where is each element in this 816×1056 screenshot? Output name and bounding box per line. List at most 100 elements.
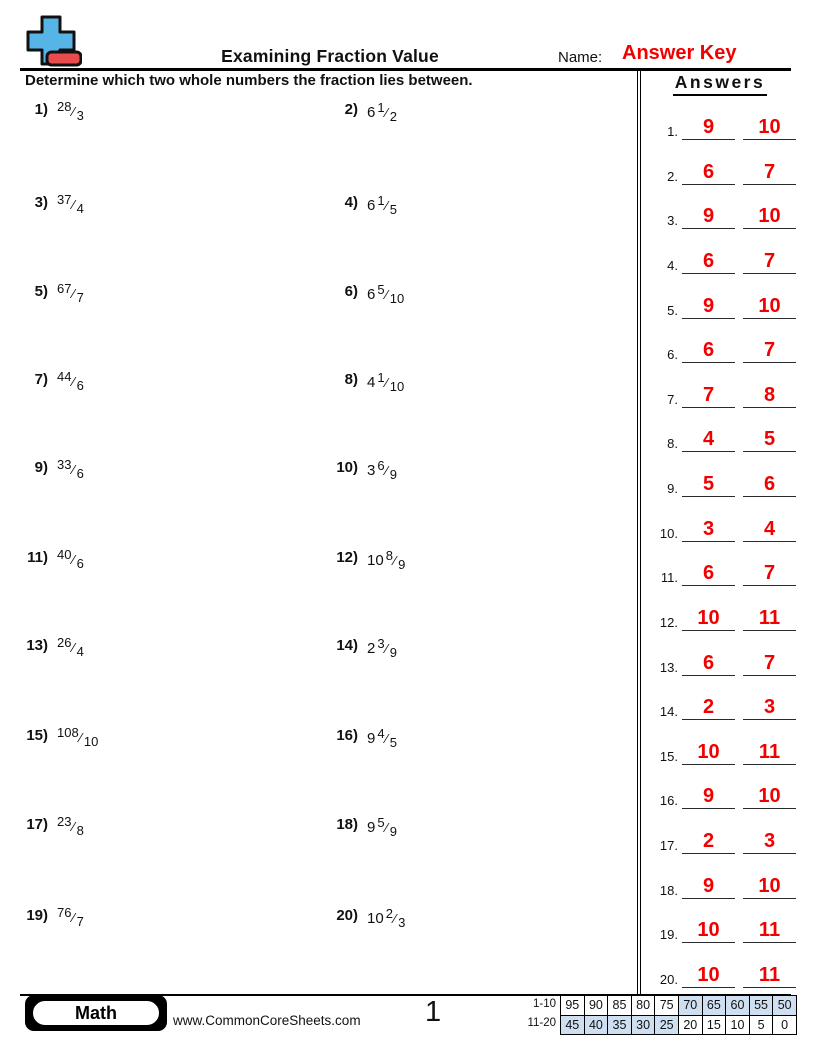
score-cell: 75 bbox=[654, 996, 678, 1015]
answer-number: 7. bbox=[667, 391, 678, 407]
answer-number: 18. bbox=[659, 882, 678, 898]
fraction-slash: ⁄ bbox=[393, 553, 397, 568]
problem-item: 18) 9 5⁄ 9 bbox=[318, 815, 397, 839]
denominator: 7 bbox=[76, 289, 84, 305]
numerator: 3 bbox=[377, 636, 385, 651]
whole-number: 10 bbox=[367, 551, 384, 569]
score-cell: 30 bbox=[630, 1015, 655, 1034]
denominator: 3 bbox=[398, 914, 406, 930]
score-cell: 85 bbox=[607, 996, 631, 1015]
name-label: Name: bbox=[558, 49, 603, 66]
denominator: 9 bbox=[389, 823, 397, 839]
score-row1-label: 1-10 bbox=[532, 998, 556, 1010]
fraction-value: 6 5⁄ 10 bbox=[367, 282, 404, 306]
answer-blank-low: 10 bbox=[682, 917, 735, 944]
numerator: 67 bbox=[57, 281, 72, 296]
problem-item: 6) 6 5⁄ 10 bbox=[318, 282, 405, 306]
whole-number: 10 bbox=[367, 909, 384, 927]
answer-number: 6. bbox=[667, 347, 678, 363]
answer-key-label: Answer Key bbox=[622, 42, 737, 64]
fraction-value: 23⁄ 8 bbox=[57, 814, 84, 838]
answer-blank-low: 9 bbox=[682, 293, 735, 319]
numerator: 108 bbox=[57, 725, 79, 740]
footer-divider-line bbox=[20, 994, 791, 996]
answer-blank-high: 7 bbox=[743, 337, 796, 364]
answer-number: 12. bbox=[659, 614, 678, 630]
whole-number: 3 bbox=[367, 461, 376, 479]
problem-item: 15) 108⁄ 10 bbox=[8, 725, 98, 749]
fraction-slash: ⁄ bbox=[385, 105, 388, 120]
answer-blank-high: 10 bbox=[743, 873, 796, 899]
denominator: 9 bbox=[389, 466, 397, 482]
denominator: 5 bbox=[389, 734, 397, 750]
fraction-slash: ⁄ bbox=[385, 463, 388, 478]
whole-number: 2 bbox=[367, 639, 376, 657]
fraction-value: 9 4⁄ 5 bbox=[367, 726, 397, 750]
score-cell: 65 bbox=[701, 996, 726, 1015]
answer-blank-low: 10 bbox=[682, 962, 735, 988]
score-cell: 10 bbox=[725, 1015, 749, 1034]
score-grid-row: 45 40 35 30 25 20 15 10 5 0 bbox=[561, 1015, 796, 1034]
numerator: 23 bbox=[57, 814, 72, 829]
fraction-value: 26⁄ 4 bbox=[57, 635, 84, 659]
score-cell: 45 bbox=[561, 1015, 584, 1034]
fraction-value: 67⁄ 7 bbox=[57, 281, 84, 305]
problem-number: 2) bbox=[344, 101, 358, 118]
fraction-value: 44⁄ 6 bbox=[57, 369, 84, 393]
score-grid: 95 90 85 80 75 70 65 60 55 50 45 40 35 30 25 20 15 10 5 0 bbox=[560, 995, 797, 1035]
denominator: 4 bbox=[76, 200, 84, 216]
problem-number: 7) bbox=[34, 371, 48, 388]
answer-blank-high: 11 bbox=[743, 962, 796, 988]
answer-blank-low: 6 bbox=[682, 560, 735, 587]
whole-number: 6 bbox=[367, 285, 376, 303]
fraction-slash: ⁄ bbox=[79, 730, 82, 745]
score-cell: 70 bbox=[677, 996, 702, 1015]
problem-item: 2) 6 1⁄ 2 bbox=[318, 100, 397, 124]
score-cell: 25 bbox=[654, 1015, 678, 1034]
fraction-slash: ⁄ bbox=[72, 640, 75, 655]
denominator: 7 bbox=[76, 913, 84, 929]
answer-number: 16. bbox=[659, 793, 678, 809]
fraction-slash: ⁄ bbox=[393, 911, 397, 926]
problem-number: 4) bbox=[344, 194, 358, 211]
problem-number: 11) bbox=[27, 549, 48, 566]
problem-number: 18) bbox=[336, 816, 358, 833]
score-cell: 15 bbox=[701, 1015, 726, 1034]
fraction-slash: ⁄ bbox=[385, 375, 388, 390]
problem-item: 7) 44⁄ 6 bbox=[8, 369, 84, 393]
numerator: 76 bbox=[57, 905, 72, 920]
fraction-slash: ⁄ bbox=[385, 820, 388, 835]
denominator: 3 bbox=[76, 107, 84, 123]
numerator: 8 bbox=[385, 548, 393, 563]
numerator: 4 bbox=[377, 726, 385, 741]
problem-number: 19) bbox=[26, 907, 48, 924]
fraction-slash: ⁄ bbox=[72, 286, 75, 301]
answer-blank-high: 7 bbox=[743, 248, 796, 274]
answer-blank-low: 4 bbox=[682, 426, 735, 453]
answer-blank-high: 10 bbox=[743, 203, 796, 230]
fraction-value: 2 3⁄ 9 bbox=[367, 636, 397, 660]
answer-blank-low: 7 bbox=[682, 382, 735, 408]
header-divider-line bbox=[20, 68, 791, 71]
answer-number: 17. bbox=[659, 838, 678, 854]
problem-item: 5) 67⁄ 7 bbox=[8, 281, 84, 305]
problem-item: 12) 10 8⁄ 9 bbox=[318, 548, 405, 572]
numerator: 33 bbox=[57, 457, 72, 472]
numerator: 2 bbox=[385, 906, 393, 921]
answer-number: 15. bbox=[659, 748, 678, 764]
numerator: 1 bbox=[377, 193, 385, 208]
answer-number: 8. bbox=[667, 436, 678, 452]
answer-blank-high: 7 bbox=[743, 159, 796, 185]
answer-blank-low: 6 bbox=[682, 248, 735, 274]
website-url: www.CommonCoreSheets.com bbox=[173, 1013, 361, 1028]
fraction-value: 3 6⁄ 9 bbox=[367, 458, 397, 482]
fraction-value: 4 1⁄ 10 bbox=[367, 370, 404, 394]
problem-number: 16) bbox=[336, 727, 358, 744]
fraction-slash: ⁄ bbox=[385, 287, 388, 302]
answer-blank-high: 4 bbox=[743, 516, 796, 542]
score-grid-row: 95 90 85 80 75 70 65 60 55 50 bbox=[561, 996, 796, 1015]
subject-badge-label: Math bbox=[31, 999, 161, 1027]
plus-minus-logo-icon bbox=[26, 15, 82, 67]
answer-blank-low: 10 bbox=[682, 605, 735, 631]
